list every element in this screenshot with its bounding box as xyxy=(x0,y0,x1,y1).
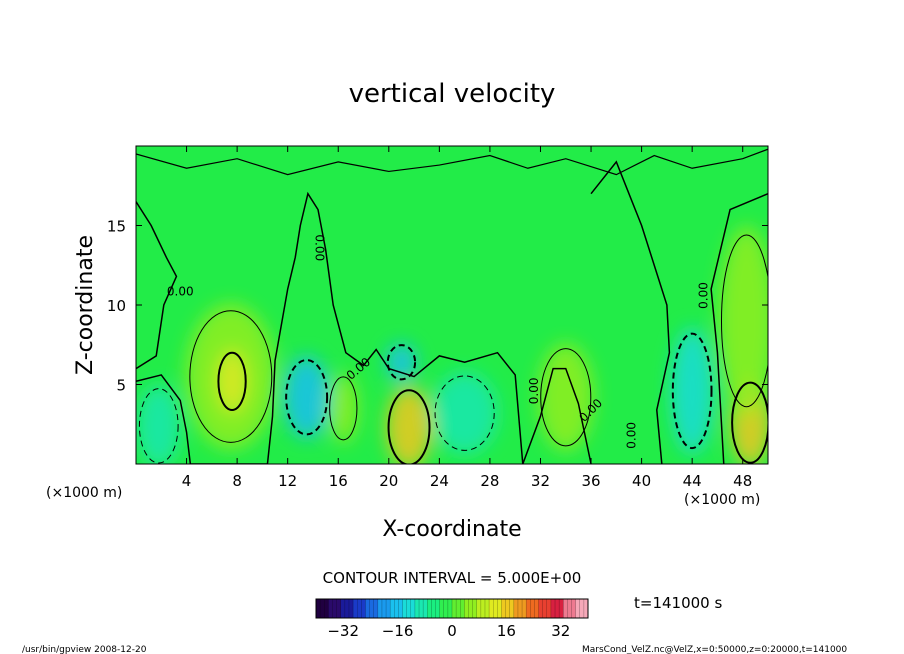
colorbar-swatch xyxy=(464,599,478,618)
y-tick-label: 5 xyxy=(116,377,126,395)
y-tick-label: 15 xyxy=(107,218,126,236)
contour-line xyxy=(217,351,247,411)
zero-contour xyxy=(136,191,592,464)
heat-region xyxy=(718,225,768,417)
contour-line xyxy=(671,332,713,450)
contour-line xyxy=(540,348,592,447)
x-tick-label: 8 xyxy=(232,472,242,490)
colorbar-swatch xyxy=(316,599,329,618)
colorbar-swatch xyxy=(340,599,354,618)
colorbar-swatch xyxy=(365,599,379,618)
colorbar-swatch xyxy=(427,599,441,618)
colorbar-swatch xyxy=(353,599,366,618)
contour-line xyxy=(387,389,431,464)
colorbar-swatch xyxy=(452,599,465,618)
zero-contour xyxy=(710,193,768,464)
heat-region xyxy=(537,343,594,452)
colorbar-swatch xyxy=(501,599,515,618)
contour-line xyxy=(329,376,358,441)
heat-region xyxy=(216,349,248,414)
x-axis-label: X-coordinate xyxy=(382,517,521,542)
heat-region xyxy=(386,386,432,464)
x-tick-label: 44 xyxy=(683,472,702,490)
colorbar-tick-label: −32 xyxy=(327,622,359,640)
time-label: t=141000 s xyxy=(634,594,722,612)
heat-region xyxy=(431,371,498,455)
contour-label: 0.00 xyxy=(696,282,710,309)
heat-region xyxy=(137,384,181,464)
x-tick-label: 16 xyxy=(329,472,348,490)
colorbar-swatch xyxy=(513,599,527,618)
colorbar-swatch xyxy=(402,599,416,618)
contour-interval: CONTOUR INTERVAL = 5.000E+00 xyxy=(323,569,582,587)
contour-label: 0.00 xyxy=(527,378,541,405)
colorbar-swatch xyxy=(476,599,490,618)
colorbar-tick-label: −16 xyxy=(382,622,414,640)
colorbar-frame xyxy=(315,598,589,619)
x-tick-label: 24 xyxy=(430,472,449,490)
heat-region xyxy=(386,343,417,382)
colorbar-swatch xyxy=(390,599,404,618)
contour-line xyxy=(434,375,495,451)
x-tick-label: 40 xyxy=(632,472,651,490)
footer-left: /usr/bin/gpview 2008-12-20 xyxy=(22,645,147,654)
colorbar-swatch xyxy=(489,599,502,618)
zero-contour xyxy=(136,201,178,370)
zero-contour xyxy=(136,148,768,176)
footer-right: MarsCond_VelZ.nc@VelZ,x=0:50000,z=0:2000… xyxy=(582,645,847,654)
x-unit-left: (×1000 m) xyxy=(46,485,122,501)
colorbar-swatch xyxy=(563,599,577,618)
y-tick-label: 10 xyxy=(107,297,126,315)
colorbar: −32 −16 0 16 32 xyxy=(315,598,589,640)
y-axis-label: Z-coordinate xyxy=(73,235,98,375)
colorbar-swatch xyxy=(538,599,552,618)
x-tick-label: 36 xyxy=(581,472,600,490)
chart-title: vertical velocity xyxy=(349,79,556,109)
contour-label: 0.00 xyxy=(624,422,638,449)
plot-area: 0.000.000.000.000.000.000.00 xyxy=(136,146,768,464)
contour-line xyxy=(189,310,273,443)
contour-line xyxy=(138,388,179,464)
contour-label: 0.00 xyxy=(167,284,194,298)
colorbar-swatch xyxy=(377,599,391,618)
heat-region xyxy=(283,355,330,439)
x-tick-label: 12 xyxy=(278,472,297,490)
colorbar-tick-label: 32 xyxy=(551,622,570,640)
heat-region xyxy=(328,373,359,444)
x-tick-label: 20 xyxy=(379,472,398,490)
x-tick-label: 4 xyxy=(182,472,192,490)
x-unit-right: (×1000 m) xyxy=(684,492,760,508)
colorbar-swatch xyxy=(575,599,589,618)
colorbar-tick-label: 0 xyxy=(447,622,457,640)
contour-line xyxy=(386,344,417,381)
x-tick-label: 28 xyxy=(480,472,499,490)
colorbar-swatch xyxy=(439,599,453,618)
contour-label: 0.00 xyxy=(312,234,326,261)
x-tick-label: 48 xyxy=(733,472,752,490)
colorbar-swatch xyxy=(328,599,342,618)
colorbar-swatch xyxy=(526,599,540,618)
contour-line xyxy=(285,359,329,436)
colorbar-swatch xyxy=(550,599,564,618)
colorbar-tick-label: 16 xyxy=(497,622,516,640)
heat-region xyxy=(670,327,714,455)
contour-line xyxy=(720,234,768,408)
x-tick-label: 32 xyxy=(531,472,550,490)
contour-line xyxy=(731,381,768,464)
colorbar-swatch xyxy=(414,599,428,618)
